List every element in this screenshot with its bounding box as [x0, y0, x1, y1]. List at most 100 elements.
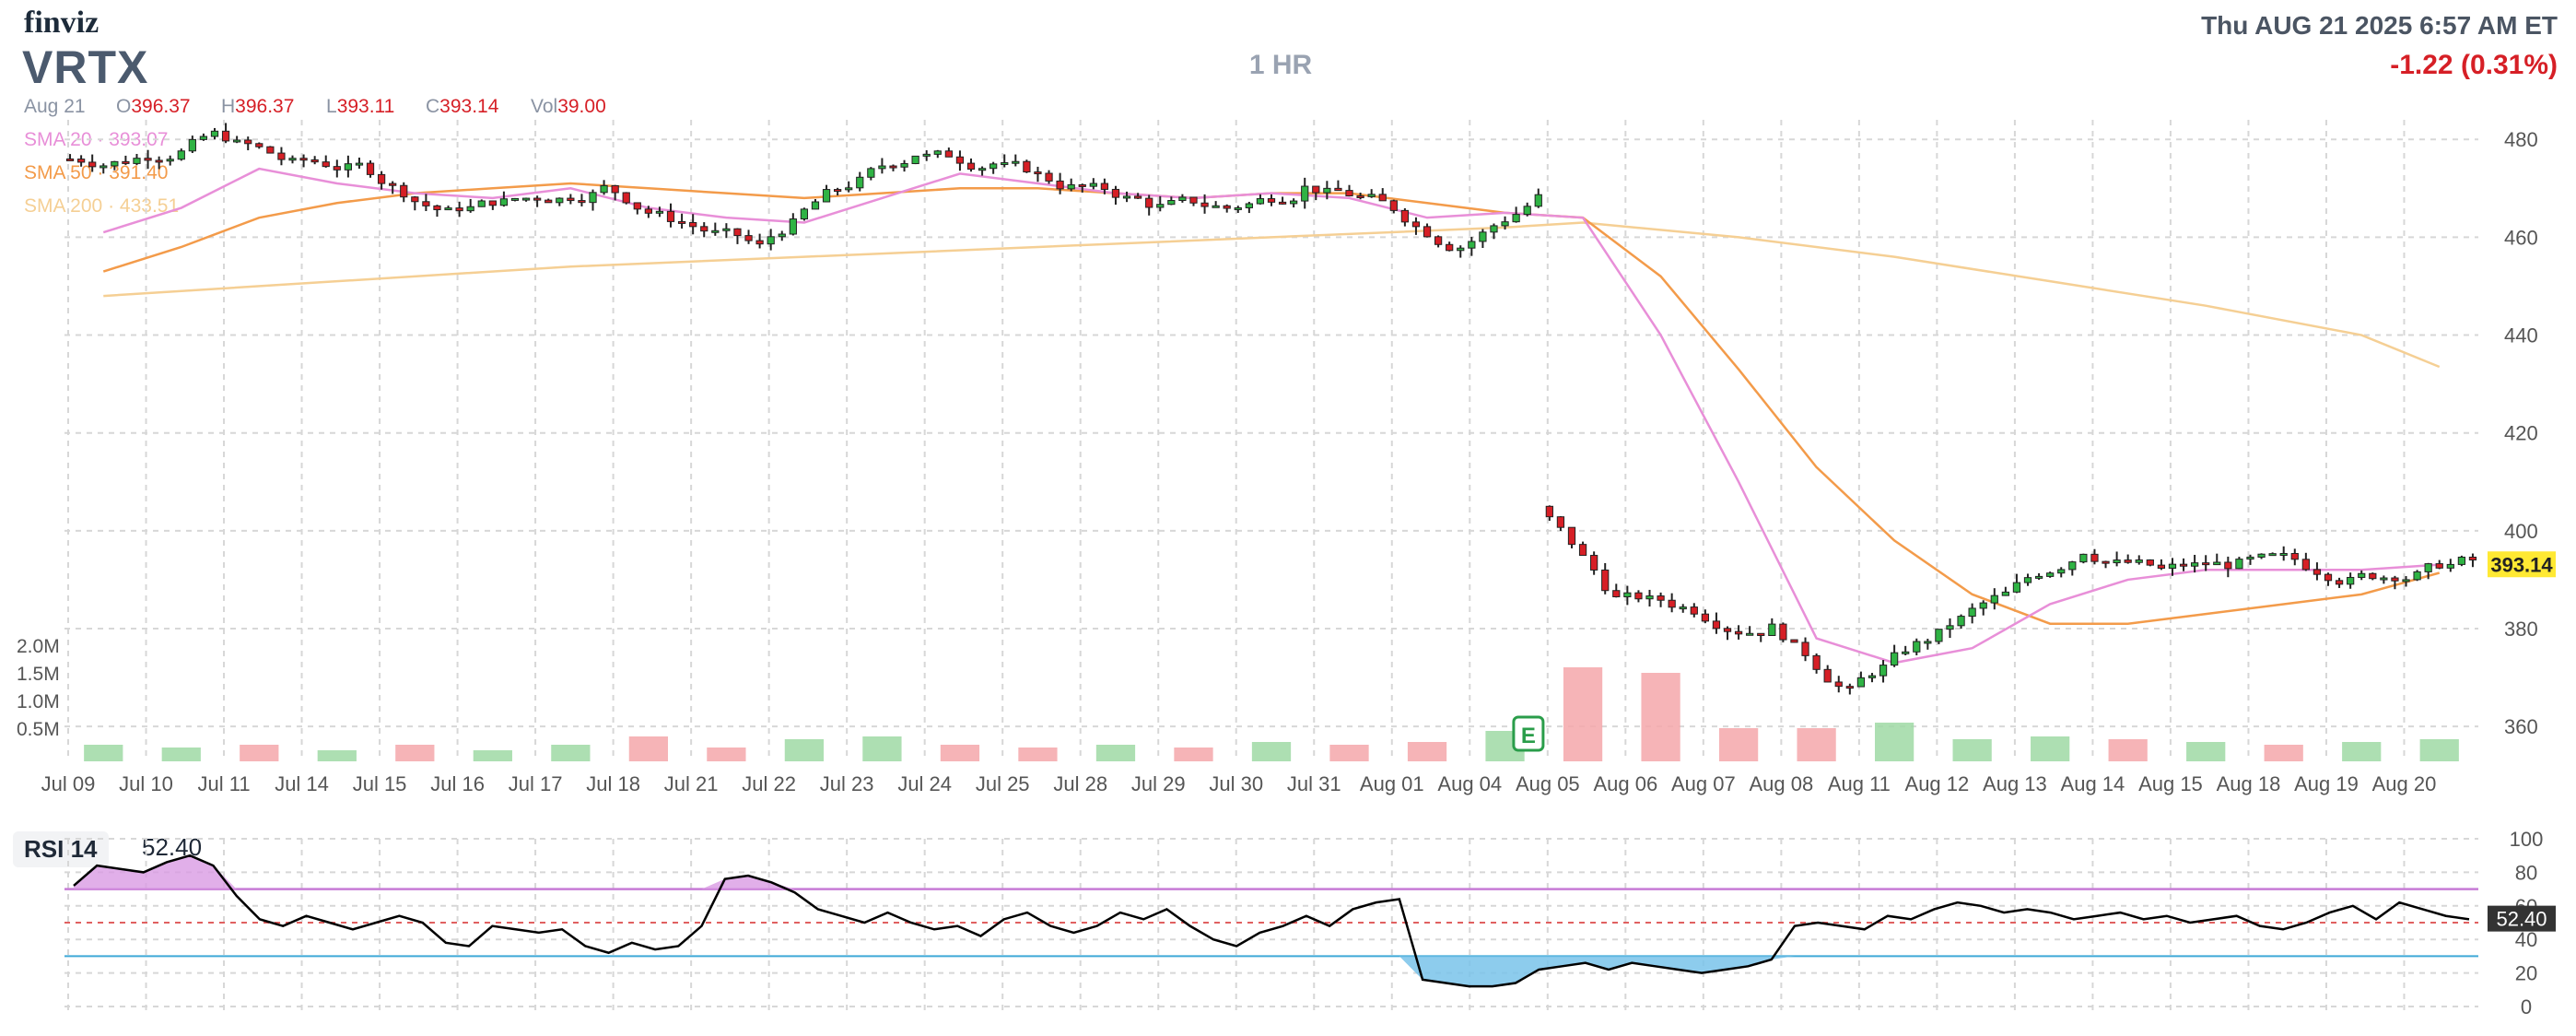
candle-body: [2190, 562, 2199, 567]
candle-body: [2146, 559, 2154, 566]
candle-body: [1545, 505, 1553, 518]
candle-body: [233, 139, 241, 143]
candle-body: [1446, 243, 1454, 252]
volume-bar: [2186, 742, 2226, 761]
volume-bar: [1407, 742, 1447, 761]
candle-body: [767, 236, 775, 245]
y-tick-label: 440: [2504, 324, 2538, 347]
volume-bars: [84, 667, 2459, 761]
grid: [64, 120, 2478, 1014]
candle-body: [2468, 556, 2477, 561]
volume-bar: [1095, 745, 1136, 761]
candle-body: [889, 165, 897, 169]
candle-body: [2446, 563, 2454, 569]
volume-bar: [1251, 742, 1292, 761]
candle-body: [533, 197, 542, 201]
candle-body: [1133, 195, 1142, 199]
candle-body: [2369, 572, 2377, 580]
volume-bar: [628, 736, 668, 761]
candle-body: [900, 163, 908, 168]
finviz-logo[interactable]: finviz: [24, 6, 100, 40]
candle-body: [622, 192, 630, 204]
y-tick-label: 420: [2504, 422, 2538, 445]
rsi-label[interactable]: RSI 14: [13, 831, 109, 867]
candle-body: [1312, 185, 1320, 194]
x-tick-label: Aug 08: [1749, 772, 1813, 795]
x-tick-label: Aug 01: [1360, 772, 1424, 795]
candle-body: [589, 192, 597, 204]
volume-bar: [395, 745, 435, 761]
x-tick-label: Jul 21: [664, 772, 719, 795]
candle-body: [2157, 564, 2166, 569]
candle-body: [1946, 625, 1954, 630]
candle-body: [1979, 602, 1987, 609]
candle-body: [822, 189, 831, 203]
candle-body: [2246, 556, 2254, 560]
volume-bar: [1018, 748, 1058, 761]
x-tick-label: Jul 30: [1209, 772, 1263, 795]
x-tick-label: Jul 16: [430, 772, 485, 795]
timeframe-label[interactable]: 1 HR: [1248, 50, 1313, 80]
candle-body: [1590, 555, 1598, 571]
volume-bar: [1329, 745, 1369, 761]
y-tick-label: 480: [2504, 128, 2538, 151]
candle-body: [333, 166, 341, 171]
datetime-label: Thu AUG 21 2025 6:57 AM ET: [2201, 11, 2558, 40]
candle-body: [188, 138, 196, 152]
sma20-line: [102, 167, 2440, 665]
candle-body: [556, 197, 564, 204]
candle-body: [2335, 580, 2344, 585]
candle-body: [1200, 202, 1209, 207]
volume-bar: [940, 745, 980, 761]
candle-body: [1790, 639, 1798, 643]
candle-body: [800, 208, 809, 220]
volume-bar: [473, 750, 512, 761]
candle-body: [366, 162, 375, 175]
volume-bar: [1797, 728, 1836, 761]
candle-body: [122, 160, 130, 164]
x-tick-label: Jul 11: [197, 772, 250, 795]
candles: [65, 123, 2477, 695]
candle-body: [655, 210, 664, 214]
candle-body: [1067, 183, 1075, 190]
candle-body: [2235, 559, 2243, 570]
candle-body: [966, 162, 976, 171]
candle-body: [1479, 231, 1487, 242]
candle-body: [521, 197, 531, 201]
candle-body: [633, 202, 641, 210]
earnings-marker-label: E: [1521, 724, 1536, 748]
x-tick-label: Aug 19: [2294, 772, 2359, 795]
candle-body: [1078, 183, 1086, 187]
candle-body: [567, 197, 575, 202]
sma50-legend[interactable]: SMA 50 · 391.40: [24, 162, 169, 183]
x-tick-label: Jul 28: [1053, 772, 1107, 795]
candle-body: [1167, 200, 1176, 206]
candle-body: [277, 152, 286, 160]
candle-body: [221, 130, 230, 142]
candle-body: [1556, 516, 1565, 528]
candle-body: [1935, 629, 1943, 642]
rsi-line: [73, 854, 2470, 988]
ohlc-close-label: C: [426, 96, 440, 117]
candle-body: [644, 208, 652, 214]
candle-body: [1223, 205, 1231, 209]
x-tick-label: Jul 15: [353, 772, 407, 795]
candle-body: [1891, 652, 1899, 666]
rsi-last-value-tag: [2488, 905, 2556, 932]
candle-body: [1089, 182, 1097, 187]
price-change: -1.22 (0.31%): [2390, 50, 2558, 80]
candle-body: [2424, 563, 2432, 572]
candle-body: [1734, 630, 1743, 635]
candle-body: [210, 130, 219, 137]
candle-body: [88, 161, 97, 168]
volume-bar: [1718, 728, 1759, 761]
sma200-legend[interactable]: SMA 200 · 433.51: [24, 195, 180, 217]
x-tick-label: Jul 17: [509, 772, 563, 795]
ohlc-high-value: 396.37: [235, 96, 295, 117]
x-tick-label: Jul 31: [1287, 772, 1341, 795]
last-price-label: 393.14: [2490, 553, 2553, 576]
candle-body: [288, 158, 297, 161]
candle-body: [1423, 226, 1432, 238]
candle-body: [1245, 203, 1253, 208]
